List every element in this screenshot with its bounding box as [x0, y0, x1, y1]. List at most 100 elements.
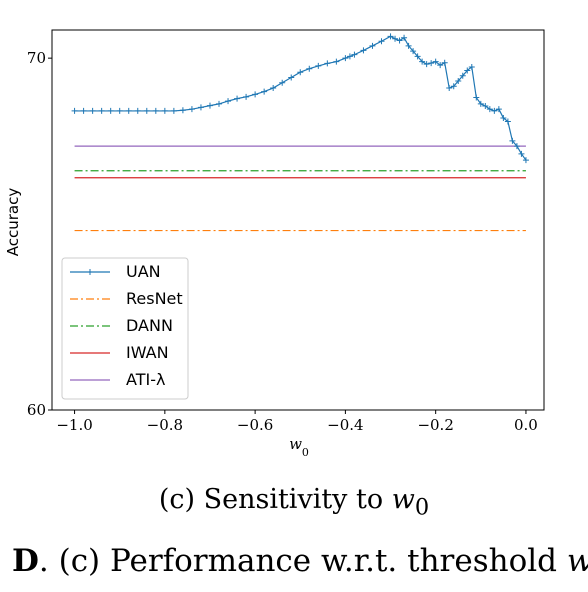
data-point	[170, 107, 177, 114]
data-point	[405, 42, 412, 49]
series-line-uan	[74, 35, 527, 161]
legend-marker	[87, 269, 93, 275]
subcaption-math: w	[391, 484, 415, 515]
caption-text: . (c) Performance w.r.t. threshold	[38, 543, 567, 579]
data-point	[378, 38, 385, 45]
data-point	[71, 107, 78, 114]
x-tick-label: −1.0	[56, 416, 92, 434]
data-point	[342, 55, 349, 62]
data-point	[419, 58, 426, 65]
caption-math: w	[567, 543, 588, 579]
ticks-layer: −1.0 −0.8 −0.6 −0.4 −0.2 0.0 60 70	[27, 49, 538, 434]
data-point	[188, 106, 195, 113]
x-tick-label: −0.2	[417, 416, 453, 434]
data-point	[261, 88, 268, 95]
figure-caption: D. (c) Performance w.r.t. threshold w0.	[12, 543, 588, 585]
data-point	[315, 62, 322, 69]
data-point	[432, 58, 439, 65]
x-tick-label: −0.6	[237, 416, 273, 434]
x-tick-label: −0.4	[327, 416, 363, 434]
data-point	[89, 107, 96, 114]
data-point	[197, 104, 204, 111]
data-point	[455, 78, 462, 85]
data-point	[459, 72, 466, 79]
data-point	[495, 106, 502, 113]
legend-label-resnet: ResNet	[126, 289, 183, 308]
data-point	[396, 37, 403, 44]
data-point	[437, 62, 444, 69]
data-point	[522, 157, 529, 164]
y-tick-label: 70	[27, 49, 46, 67]
subcaption: (c) Sensitivity to w0	[0, 484, 588, 520]
data-point	[504, 118, 511, 125]
data-point	[279, 79, 286, 86]
data-point	[98, 107, 105, 114]
legend-label-uan: UAN	[126, 262, 161, 281]
legend: UAN ResNet DANN IWAN ATI-λ	[61, 257, 189, 400]
data-point	[288, 74, 295, 81]
data-point	[297, 69, 304, 76]
data-point	[116, 107, 123, 114]
data-point	[473, 94, 480, 101]
y-tick-label: 60	[27, 401, 46, 419]
data-point	[324, 60, 331, 67]
data-point	[441, 59, 448, 66]
data-point	[513, 143, 520, 150]
data-point	[206, 102, 213, 109]
data-point	[270, 85, 277, 92]
x-tick-label: −0.8	[147, 416, 183, 434]
data-point	[414, 53, 421, 60]
legend-label-ati: ATI-λ	[126, 370, 165, 389]
data-point	[518, 150, 525, 157]
data-point	[500, 114, 507, 121]
data-point	[252, 91, 259, 98]
data-point	[179, 107, 186, 114]
data-point	[360, 47, 367, 54]
data-point	[369, 42, 376, 49]
data-point	[333, 58, 340, 65]
legend-label-dann: DANN	[126, 316, 173, 335]
data-point	[486, 106, 493, 113]
data-point	[225, 98, 232, 105]
data-point	[428, 60, 435, 67]
data-point	[216, 100, 223, 107]
data-point	[392, 35, 399, 42]
x-axis-title-w: w	[289, 435, 302, 453]
plot-frame	[51, 29, 545, 411]
data-point	[143, 107, 150, 114]
y-axis-title: Accuracy	[4, 188, 22, 257]
data-point	[509, 137, 516, 144]
legend-box	[61, 257, 189, 400]
data-point	[306, 65, 313, 72]
data-point	[125, 107, 132, 114]
data-point	[351, 51, 358, 58]
data-point	[401, 34, 408, 41]
x-tick-label: 0.0	[514, 416, 538, 434]
data-point	[161, 107, 168, 114]
data-point	[491, 107, 498, 114]
x-axis-title: w0	[289, 435, 309, 459]
data-point	[410, 48, 417, 55]
data-point	[446, 85, 453, 92]
legend-label-iwan: IWAN	[126, 343, 169, 362]
data-point	[468, 63, 475, 70]
data-point	[80, 107, 87, 114]
series-layer	[71, 33, 529, 232]
x-axis-title-sub: 0	[302, 446, 309, 459]
data-point	[107, 107, 114, 114]
data-point	[134, 107, 141, 114]
data-point	[477, 100, 484, 107]
data-point	[450, 83, 457, 90]
data-point	[482, 103, 489, 109]
subcaption-text: (c) Sensitivity to	[158, 484, 392, 515]
data-point	[152, 107, 159, 114]
data-point	[464, 67, 471, 74]
subcaption-sub: 0	[414, 494, 430, 521]
caption-label: D	[12, 543, 39, 579]
data-point	[423, 61, 430, 68]
data-point	[387, 33, 394, 40]
data-point	[243, 93, 250, 100]
data-point	[346, 53, 353, 60]
data-point	[234, 95, 241, 102]
